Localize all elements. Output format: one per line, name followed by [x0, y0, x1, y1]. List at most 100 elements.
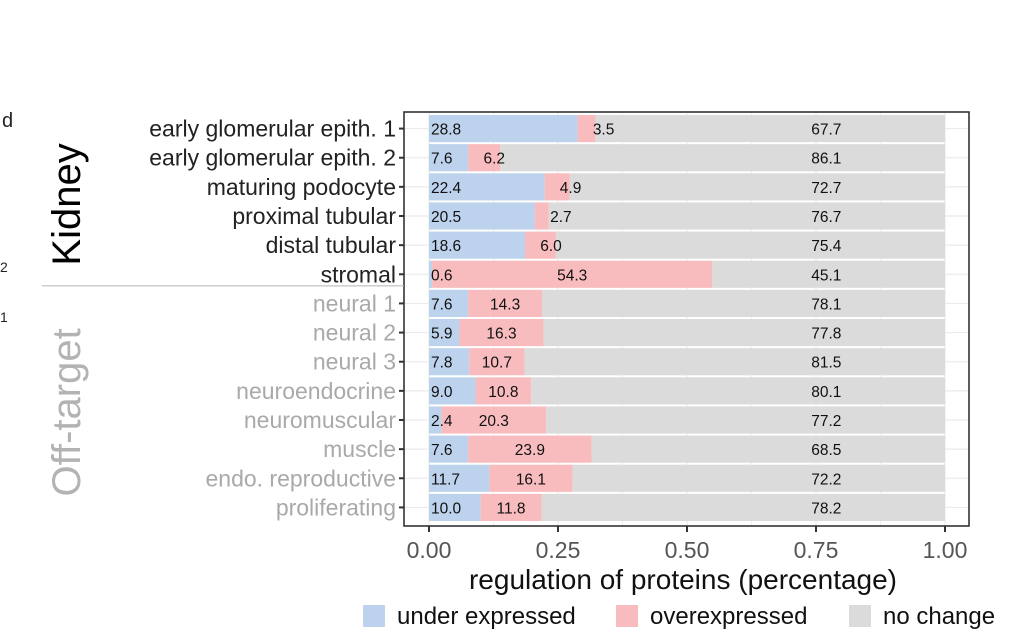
x-tick-label-2: 0.50 [665, 537, 710, 563]
legend-swatch-2 [849, 605, 871, 627]
label-over-12: 16.1 [516, 471, 546, 488]
bar-no-change-3 [548, 202, 945, 230]
bar-overexpressed-4 [524, 231, 556, 259]
bar-under-expressed-2 [429, 173, 545, 201]
bar-no-change-13 [541, 493, 945, 521]
label-nochange-8: 81.5 [811, 355, 841, 372]
label-nochange-1: 86.1 [811, 151, 841, 168]
category-labels: early glomerular epith. 1 early glomerula… [149, 116, 404, 520]
bar-overexpressed-1 [468, 144, 501, 172]
bar-under-expressed-1 [429, 144, 469, 172]
bar-no-change-6 [542, 289, 945, 317]
bar-under-expressed-8 [429, 348, 470, 376]
label-under-13: 10.0 [431, 500, 462, 517]
label-under-0: 28.8 [431, 122, 461, 139]
label-over-8: 10.7 [482, 355, 512, 372]
bar-no-change-9 [531, 377, 945, 405]
label-nochange-0: 67.7 [811, 122, 841, 139]
label-under-6: 7.6 [431, 296, 453, 313]
label-over-1: 6.2 [483, 151, 505, 168]
label-over-11: 23.9 [515, 442, 545, 459]
label-nochange-7: 77.8 [811, 326, 841, 343]
legend-label-1: overexpressed [650, 603, 807, 630]
label-nochange-6: 78.1 [811, 296, 841, 313]
x-tick-label-1: 0.25 [536, 537, 581, 563]
bar-value-labels: 28.8 3.5 67.7 7.6 6.2 86.1 22.4 4.9 72.7 20.5 2.7 7… [431, 122, 842, 518]
label-nochange-5: 45.1 [811, 267, 841, 284]
label-nochange-13: 78.2 [811, 500, 841, 517]
label-over-0: 3.5 [593, 122, 615, 139]
label-over-10: 20.3 [479, 413, 509, 430]
label-under-8: 7.8 [431, 355, 453, 372]
bar-overexpressed-13 [480, 493, 542, 521]
bar-overexpressed-6 [468, 289, 543, 317]
group-label-offtarget: Off-target [45, 328, 89, 496]
category-label-6: neural 1 [313, 290, 396, 316]
bar-under-expressed-13 [429, 493, 481, 521]
bar-under-expressed-9 [429, 377, 476, 405]
bar-under-expressed-10 [429, 406, 442, 434]
bar-overexpressed-0 [577, 115, 596, 143]
legend: under expressed overexpressed no change [363, 603, 995, 630]
bar-under-expressed-7 [429, 319, 460, 347]
bar-no-change-0 [595, 115, 945, 143]
category-label-9: neuroendocrine [236, 378, 396, 404]
bar-no-change-1 [500, 144, 945, 172]
group-label-kidney: Kidney [45, 143, 89, 265]
label-under-2: 22.4 [431, 180, 462, 197]
bar-overexpressed-2 [544, 173, 570, 201]
bar-no-change-8 [524, 348, 945, 376]
category-label-3: proximal tubular [232, 203, 396, 229]
category-label-4: distal tubular [266, 232, 397, 258]
bar-under-expressed-6 [429, 289, 469, 317]
label-under-11: 7.6 [431, 442, 453, 459]
bar-overexpressed-3 [534, 202, 549, 230]
bar-under-expressed-12 [429, 464, 490, 492]
edge-label-upper: 2 [0, 259, 8, 275]
bar-overexpressed-8 [469, 348, 525, 376]
bar-under-expressed-4 [429, 231, 525, 259]
label-over-6: 14.3 [490, 296, 520, 313]
bar-no-change-2 [569, 173, 945, 201]
label-under-7: 5.9 [431, 326, 453, 343]
bar-marks [429, 115, 945, 521]
label-nochange-10: 77.2 [811, 413, 841, 430]
category-label-2: maturing podocyte [207, 174, 396, 200]
category-label-11: muscle [323, 436, 396, 462]
bar-no-change-7 [543, 319, 945, 347]
category-label-8: neural 3 [313, 349, 396, 375]
label-under-1: 7.6 [431, 151, 453, 168]
label-under-9: 9.0 [431, 384, 453, 401]
label-under-12: 11.7 [431, 471, 460, 488]
legend-swatch-0 [363, 605, 385, 627]
x-tick-label-0: 0.00 [407, 537, 452, 563]
label-over-3: 2.7 [550, 209, 572, 226]
category-label-7: neural 2 [313, 320, 396, 346]
bar-overexpressed-7 [459, 319, 544, 347]
x-tick-label-4: 1.00 [923, 537, 968, 563]
bar-under-expressed-11 [429, 435, 469, 463]
panel-label: d [2, 110, 14, 132]
bar-no-change-5 [712, 260, 945, 288]
label-under-5: 0.6 [431, 267, 453, 284]
bar-under-expressed-0 [429, 115, 578, 143]
label-under-4: 18.6 [431, 238, 461, 255]
legend-swatch-1 [616, 605, 638, 627]
label-under-3: 20.5 [431, 209, 461, 226]
label-over-5: 54.3 [557, 267, 587, 284]
label-over-2: 4.9 [560, 180, 582, 197]
label-nochange-9: 80.1 [811, 384, 841, 401]
category-label-10: neuromuscular [244, 407, 396, 433]
category-label-5: stromal [321, 261, 396, 287]
category-label-0: early glomerular epith. 1 [149, 116, 396, 142]
legend-label-0: under expressed [397, 603, 576, 630]
bar-under-expressed-3 [429, 202, 535, 230]
bar-overexpressed-10 [441, 406, 547, 434]
bar-overexpressed-5 [432, 260, 713, 288]
bar-no-change-4 [555, 231, 945, 259]
label-nochange-2: 72.7 [811, 180, 841, 197]
label-under-10: 2.4 [431, 413, 453, 430]
label-over-7: 16.3 [486, 326, 516, 343]
x-axis: 0.00 0.25 0.50 0.75 1.00 regulation of protei… [407, 526, 968, 595]
